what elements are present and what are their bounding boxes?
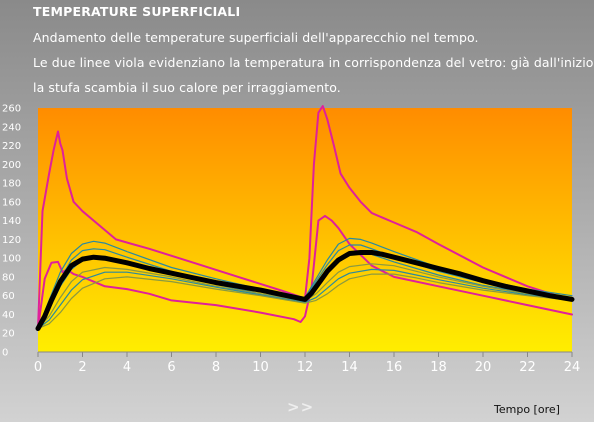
x-tick-label: 12 (297, 360, 314, 375)
y-tick-label: 100 (2, 254, 21, 265)
y-tick-label: 200 (2, 160, 21, 171)
y-tick-label: 220 (2, 141, 21, 152)
series-line-8 (37, 273, 573, 330)
x-tick-label: 18 (430, 360, 447, 375)
x-axis: 0 2 4 6 8 10 12 14 16 18 20 22 24 (34, 352, 580, 375)
y-axis: 0 20 40 60 80 100 120 140 160 180 200 220 240 260 (2, 104, 21, 359)
y-tick-label: 240 (2, 122, 21, 133)
page-title: TEMPERATURE SUPERFICIALI (33, 4, 241, 19)
series-line-9 (35, 250, 575, 331)
y-tick-label: 180 (2, 179, 21, 190)
series-lines (35, 105, 575, 331)
y-tick-label: 20 (2, 329, 15, 340)
x-tick-label: 0 (34, 360, 42, 375)
y-tick-label: 160 (2, 197, 21, 208)
x-tick-label: 4 (123, 360, 131, 375)
x-tick-label: 22 (519, 360, 536, 375)
x-axis-label: Tempo [ore] (494, 403, 560, 416)
description-line-1: Andamento delle temperature superficiali… (33, 30, 479, 45)
y-tick-label: 0 (2, 348, 8, 359)
description-line-2: Le due linee viola evidenziano la temper… (33, 55, 594, 70)
y-tick-label: 140 (2, 216, 21, 227)
plot-area (38, 108, 572, 352)
x-tick-label: 24 (564, 360, 581, 375)
x-tick-label: 8 (212, 360, 220, 375)
y-tick-label: 40 (2, 310, 15, 321)
series-line-7 (37, 268, 573, 330)
y-tick-label: 260 (2, 104, 21, 115)
y-tick-label: 120 (2, 235, 21, 246)
x-tick-label: 16 (386, 360, 403, 375)
x-tick-label: 20 (475, 360, 492, 375)
series-line-6 (37, 263, 573, 330)
x-tick-label: 6 (167, 360, 175, 375)
description-line-3: la stufa scambia il suo calore per irrag… (33, 80, 341, 95)
y-tick-label: 80 (2, 272, 15, 283)
next-button[interactable]: >> (287, 398, 315, 416)
x-tick-label: 2 (78, 360, 86, 375)
x-tick-label: 10 (252, 360, 269, 375)
y-tick-label: 60 (2, 291, 15, 302)
x-tick-label: 14 (341, 360, 358, 375)
